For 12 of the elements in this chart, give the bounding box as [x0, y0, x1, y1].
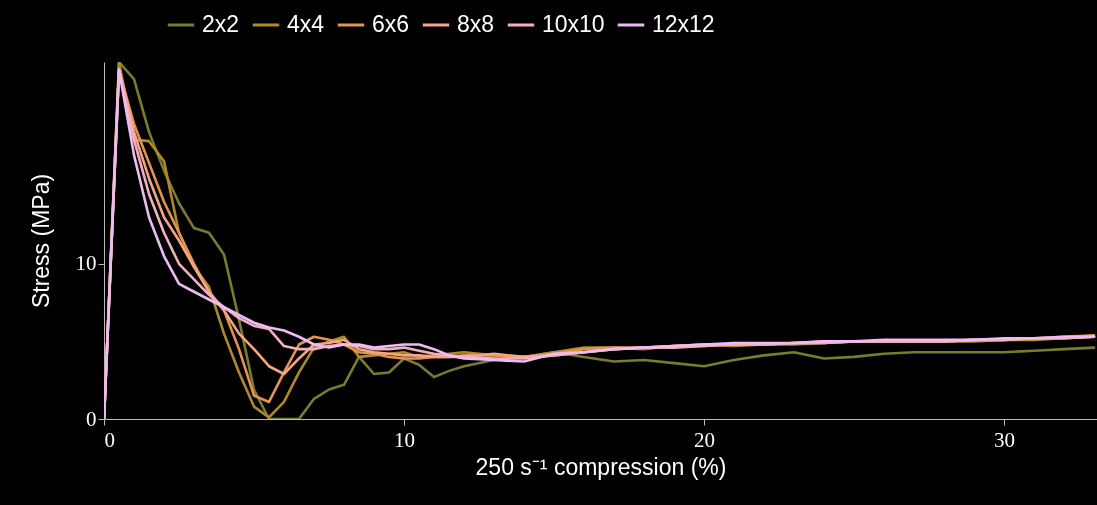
- legend-label: 8x8: [457, 11, 495, 37]
- legend-label: 10x10: [542, 11, 605, 37]
- y-axis-title: Stress (MPa): [27, 173, 54, 309]
- x-tick-label: 30: [994, 427, 1015, 452]
- legend-label: 2x2: [202, 11, 240, 37]
- x-axis-title: 250 s⁻¹ compression (%): [475, 453, 727, 480]
- x-tick-label: 10: [394, 427, 415, 452]
- x-tick-label: 20: [694, 427, 715, 452]
- x-tick-label: 0: [104, 427, 115, 452]
- legend-label: 12x12: [652, 11, 715, 37]
- legend-label: 6x6: [372, 11, 410, 37]
- legend-label: 4x4: [287, 11, 325, 37]
